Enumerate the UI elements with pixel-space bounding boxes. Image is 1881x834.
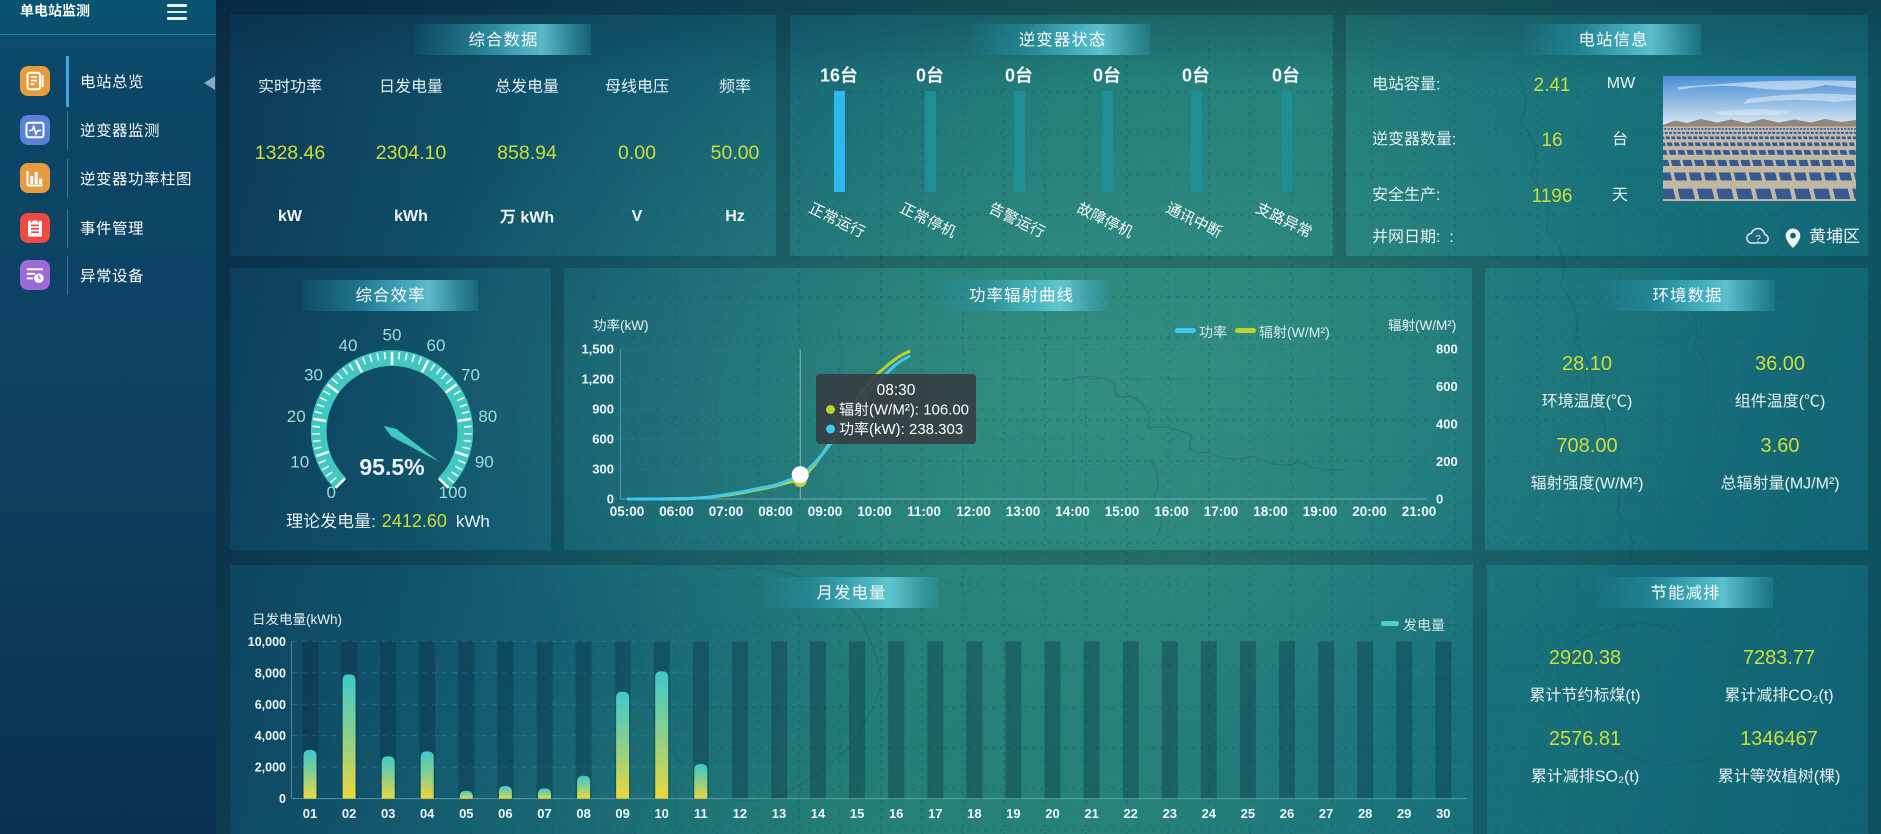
svg-text:09:00: 09:00 <box>808 504 843 519</box>
svg-text:60: 60 <box>427 336 446 355</box>
svg-text:06: 06 <box>498 806 512 821</box>
svg-text:2,000: 2,000 <box>255 761 286 775</box>
svg-text:15: 15 <box>850 806 864 821</box>
svg-text:1,500: 1,500 <box>581 342 614 357</box>
svg-text:05:00: 05:00 <box>610 504 645 519</box>
svg-text:21: 21 <box>1084 806 1098 821</box>
svg-text:20: 20 <box>287 407 306 426</box>
svg-text:07: 07 <box>537 806 551 821</box>
svg-text:20:00: 20:00 <box>1352 504 1387 519</box>
svg-text:13:00: 13:00 <box>1006 504 1041 519</box>
svg-text:0: 0 <box>607 492 614 507</box>
svg-text:03: 03 <box>381 806 395 821</box>
svg-text:24: 24 <box>1202 806 1217 821</box>
svg-text:6,000: 6,000 <box>255 698 286 712</box>
svg-text:18:00: 18:00 <box>1253 504 1288 519</box>
svg-text:1,200: 1,200 <box>581 372 614 387</box>
svg-text:17:00: 17:00 <box>1204 504 1239 519</box>
svg-text:17: 17 <box>928 806 942 821</box>
svg-text:08: 08 <box>576 806 590 821</box>
svg-text:11:00: 11:00 <box>907 504 941 519</box>
svg-text:13: 13 <box>772 806 786 821</box>
svg-text:04: 04 <box>420 806 435 821</box>
svg-text:8,000: 8,000 <box>255 666 286 680</box>
svg-text:30: 30 <box>304 365 323 384</box>
svg-text:12: 12 <box>733 806 747 821</box>
svg-text:05: 05 <box>459 806 473 821</box>
svg-text:16: 16 <box>889 806 903 821</box>
svg-text:10: 10 <box>290 452 309 471</box>
svg-text:80: 80 <box>478 407 497 426</box>
svg-text:09: 09 <box>615 806 629 821</box>
svg-text:70: 70 <box>461 365 480 384</box>
svg-text:20: 20 <box>1045 806 1059 821</box>
svg-text:08:00: 08:00 <box>758 504 793 519</box>
svg-text:26: 26 <box>1280 806 1294 821</box>
svg-text:600: 600 <box>1436 379 1458 394</box>
svg-text:07:00: 07:00 <box>709 504 744 519</box>
svg-text:90: 90 <box>475 452 494 471</box>
svg-text:0: 0 <box>1436 492 1443 507</box>
svg-text:10: 10 <box>654 806 668 821</box>
svg-text:19:00: 19:00 <box>1303 504 1338 519</box>
svg-text:01: 01 <box>303 806 317 821</box>
svg-text:23: 23 <box>1163 806 1177 821</box>
svg-text:800: 800 <box>1436 342 1458 357</box>
svg-text:27: 27 <box>1319 806 1333 821</box>
svg-text:18: 18 <box>967 806 981 821</box>
svg-text:22: 22 <box>1123 806 1137 821</box>
svg-text:06:00: 06:00 <box>659 504 694 519</box>
svg-text:30: 30 <box>1436 806 1450 821</box>
svg-text:02: 02 <box>342 806 356 821</box>
svg-text:14: 14 <box>811 806 826 821</box>
svg-text:10,000: 10,000 <box>248 635 286 649</box>
svg-text:900: 900 <box>592 402 614 417</box>
svg-text:15:00: 15:00 <box>1105 504 1140 519</box>
svg-text:10:00: 10:00 <box>857 504 892 519</box>
svg-text:19: 19 <box>1006 806 1020 821</box>
svg-text:40: 40 <box>339 336 358 355</box>
svg-text:100: 100 <box>439 483 467 502</box>
svg-text:400: 400 <box>1436 417 1458 432</box>
svg-text:14:00: 14:00 <box>1055 504 1090 519</box>
svg-text:4,000: 4,000 <box>255 729 286 743</box>
svg-text:11: 11 <box>694 806 708 821</box>
svg-text:0: 0 <box>326 483 335 502</box>
svg-text:25: 25 <box>1241 806 1255 821</box>
svg-text:50: 50 <box>383 325 402 344</box>
svg-text:28: 28 <box>1358 806 1372 821</box>
svg-text:21:00: 21:00 <box>1402 504 1437 519</box>
svg-text:0: 0 <box>279 792 286 806</box>
svg-text:200: 200 <box>1436 454 1458 469</box>
svg-text:300: 300 <box>592 462 614 477</box>
svg-text:16:00: 16:00 <box>1154 504 1189 519</box>
svg-text:600: 600 <box>592 432 614 447</box>
svg-text:29: 29 <box>1397 806 1411 821</box>
svg-text:?: ? <box>1755 234 1761 245</box>
svg-text:12:00: 12:00 <box>956 504 991 519</box>
